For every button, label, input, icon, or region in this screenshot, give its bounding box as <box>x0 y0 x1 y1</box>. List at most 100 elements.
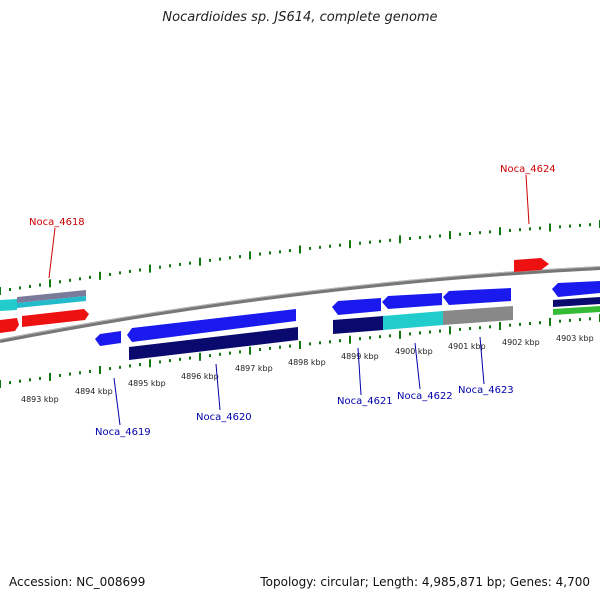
gene-noca-4621[interactable] <box>332 298 381 315</box>
feature-track <box>0 258 600 360</box>
scale-tick <box>219 352 221 356</box>
gene-noca-4619[interactable] <box>95 331 121 346</box>
gene-arrow-blue-right[interactable] <box>552 281 600 297</box>
scale-tick <box>79 371 81 375</box>
scale-tick <box>289 249 291 253</box>
scale-tick <box>399 235 401 244</box>
scale-tick <box>499 322 501 330</box>
inner-tick-track <box>0 314 600 388</box>
scale-tick <box>229 256 231 260</box>
scale-tick <box>459 327 461 331</box>
scale-tick <box>89 369 91 373</box>
scale-label: 4895 kbp <box>128 379 166 388</box>
scale-tick <box>299 245 301 254</box>
scale-tick <box>469 327 471 330</box>
scale-tick <box>29 284 31 288</box>
gene-noca-4623[interactable] <box>443 288 511 305</box>
scale-tick <box>289 344 291 348</box>
scale-label: 4900 kbp <box>395 347 433 356</box>
scale-tick <box>369 240 371 244</box>
operon-dark-segment[interactable] <box>333 316 383 334</box>
scale-label: 4899 kbp <box>341 352 379 361</box>
scale-label: 4896 kbp <box>181 372 219 381</box>
gene-noca-4620-dark[interactable] <box>129 327 298 360</box>
scale-tick <box>219 257 221 261</box>
scale-tick <box>129 364 131 368</box>
label-leaders <box>48 174 530 426</box>
scale-tick <box>379 239 381 243</box>
scale-tick <box>109 272 111 276</box>
scale-tick <box>539 226 541 230</box>
scale-tick <box>529 227 531 231</box>
gene-noca-4620[interactable] <box>127 309 296 342</box>
gene-arrow-gray-left[interactable] <box>17 290 86 303</box>
scale-tick <box>79 277 81 281</box>
scale-tick <box>239 255 241 259</box>
gene-label-noca-4623[interactable]: Noca_4623 <box>458 385 514 396</box>
scale-label: 4894 kbp <box>75 387 113 396</box>
scale-tick <box>399 330 401 339</box>
scale-tick <box>299 341 301 349</box>
gene-arrow-cyan-left-2[interactable] <box>17 296 86 308</box>
gene-label-noca-4621[interactable]: Noca_4621 <box>337 396 393 407</box>
gene-label-noca-4618[interactable]: Noca_4618 <box>29 217 85 228</box>
scale-tick <box>419 236 421 240</box>
scale-labels: 4893 kbp 4894 kbp 4895 kbp 4896 kbp 4897… <box>21 334 594 404</box>
gene-noca-4618[interactable] <box>22 309 89 327</box>
gene-noca-4624[interactable] <box>514 258 549 272</box>
scale-tick <box>459 232 461 236</box>
scale-tick <box>49 279 51 288</box>
scale-tick <box>119 271 121 275</box>
scale-tick <box>559 319 561 323</box>
scale-tick <box>529 322 531 325</box>
gene-arrow-dark-right[interactable] <box>553 297 600 307</box>
scale-tick <box>199 352 201 361</box>
scale-tick <box>19 379 21 383</box>
scale-tick <box>69 278 71 282</box>
scale-tick <box>379 335 381 339</box>
scale-label: 4897 kbp <box>235 364 273 373</box>
map-title: Nocardioides sp. JS614, complete genome <box>162 10 438 25</box>
scale-tick <box>349 335 351 344</box>
gene-label-noca-4624[interactable]: Noca_4624 <box>500 164 556 175</box>
scale-tick <box>389 334 391 338</box>
gene-arrow-green-right[interactable] <box>553 306 600 315</box>
scale-tick <box>159 360 161 364</box>
operon-gray-segment[interactable] <box>443 306 513 325</box>
scale-tick <box>249 346 251 355</box>
leader-noca-4619 <box>113 377 121 426</box>
scale-tick <box>479 231 481 235</box>
gene-noca-4622[interactable] <box>382 293 442 309</box>
gene-label-noca-4619[interactable]: Noca_4619 <box>95 427 151 438</box>
scale-tick <box>99 366 101 374</box>
scale-tick <box>419 331 421 335</box>
scale-tick <box>479 326 481 330</box>
scale-tick <box>109 367 111 371</box>
scale-tick <box>99 271 101 280</box>
scale-tick <box>229 351 231 355</box>
scale-label: 4903 kbp <box>556 334 594 343</box>
gene-label-noca-4622[interactable]: Noca_4622 <box>397 391 453 402</box>
operon-cyan-segment[interactable] <box>383 311 443 330</box>
gene-arrow-cyan-left[interactable] <box>0 299 17 311</box>
scale-tick <box>549 223 551 232</box>
scale-tick <box>269 346 271 350</box>
scale-tick <box>89 275 91 279</box>
scale-tick <box>59 280 61 284</box>
scale-tick <box>19 286 21 290</box>
scale-tick <box>439 329 441 333</box>
scale-tick <box>179 357 181 361</box>
scale-tick <box>409 237 411 240</box>
leader-noca-4622 <box>414 342 421 390</box>
scale-tick <box>209 258 211 262</box>
scale-tick <box>169 359 171 363</box>
gene-arrow-red-left[interactable] <box>0 318 19 333</box>
scale-tick <box>319 341 321 345</box>
scale-tick <box>279 250 281 254</box>
leader-noca-4621 <box>357 347 362 396</box>
scale-tick <box>209 354 211 358</box>
gene-label-noca-4620[interactable]: Noca_4620 <box>196 412 252 423</box>
scale-tick <box>409 332 411 336</box>
scale-tick <box>259 252 261 256</box>
